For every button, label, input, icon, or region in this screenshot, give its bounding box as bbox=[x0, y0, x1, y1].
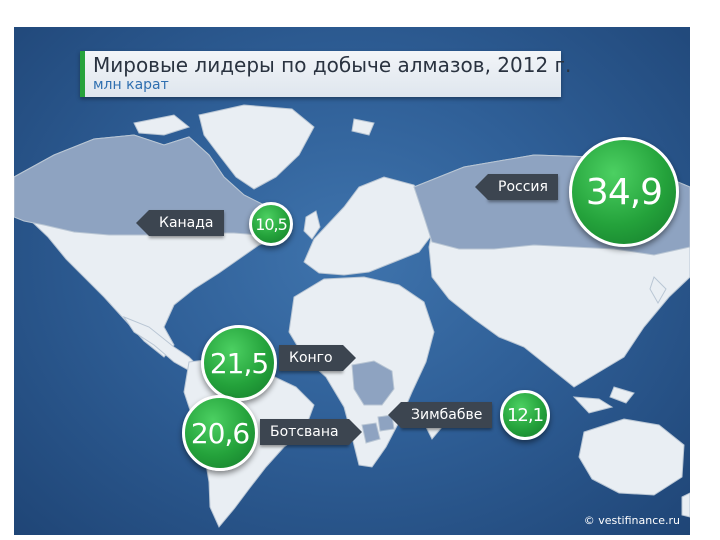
australia-landmass bbox=[578, 418, 685, 496]
unit-subtitle: млн карат bbox=[93, 77, 169, 93]
europe-landmass bbox=[303, 176, 435, 276]
canada-label: Канада bbox=[136, 210, 224, 236]
new-zealand bbox=[681, 492, 690, 518]
russia-value-bubble: 34,9 bbox=[569, 137, 679, 247]
british-isles bbox=[303, 210, 321, 240]
arctic-islands bbox=[133, 114, 375, 136]
canada-value-bubble: 10,5 bbox=[249, 202, 293, 246]
canada-value: 10,5 bbox=[255, 214, 288, 234]
botswana-value: 20,6 bbox=[190, 416, 250, 450]
world-map bbox=[14, 104, 690, 528]
page-title: Мировые лидеры по добыче алмазов, 2012 г… bbox=[93, 53, 572, 77]
congo-highlight bbox=[351, 360, 395, 406]
greenland-landmass bbox=[198, 104, 315, 190]
botswana-highlight bbox=[361, 422, 381, 444]
map-panel: Мировые лидеры по добыче алмазов, 2012 г… bbox=[14, 27, 690, 535]
congo-name: Конго bbox=[289, 350, 333, 366]
zimbabwe-value-bubble: 12,1 bbox=[500, 390, 550, 440]
zimbabwe-value: 12,1 bbox=[506, 404, 544, 426]
botswana-value-bubble: 20,6 bbox=[182, 395, 258, 471]
copyright-text: © vestifinance.ru bbox=[583, 514, 680, 527]
congo-value: 21,5 bbox=[209, 346, 269, 380]
congo-value-bubble: 21,5 bbox=[201, 325, 277, 401]
congo-label: Конго bbox=[279, 345, 356, 371]
southeast-asia-islands bbox=[572, 276, 667, 414]
title-box: Мировые лидеры по добыче алмазов, 2012 г… bbox=[80, 51, 571, 97]
russia-label: Россия bbox=[475, 174, 558, 200]
botswana-name: Ботсвана bbox=[270, 424, 339, 440]
zimbabwe-name: Зимбабве bbox=[411, 407, 483, 423]
russia-value: 34,9 bbox=[585, 171, 663, 213]
zimbabwe-label: Зимбабве bbox=[387, 402, 493, 428]
botswana-label: Ботсвана bbox=[260, 419, 362, 445]
russia-name: Россия bbox=[498, 179, 548, 195]
canada-name: Канада bbox=[159, 215, 214, 231]
